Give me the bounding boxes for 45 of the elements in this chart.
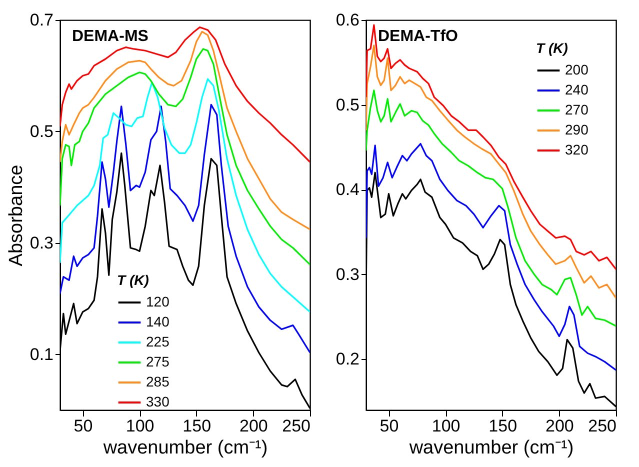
line-series	[60, 104, 310, 354]
x-tick-label: 200	[239, 416, 268, 436]
y-tick-label: 0.7	[30, 10, 54, 30]
y-tick-label: 0.5	[336, 95, 360, 114]
y-tick-label: 0.6	[336, 10, 360, 30]
legend-label: 225	[146, 334, 170, 350]
legend-label: 285	[146, 374, 170, 390]
x-tick-label: 150	[182, 416, 212, 436]
x-axis-title: wavenumber (cm⁻¹)	[408, 438, 574, 458]
legend-title: T (K)	[536, 40, 568, 56]
x-tick-label: 50	[74, 416, 93, 436]
line-series	[366, 44, 616, 299]
x-tick-label: 50	[380, 416, 399, 436]
line-series	[366, 24, 616, 270]
x-axis-title: wavenumber (cm⁻¹)	[102, 438, 268, 458]
legend-label: 320	[565, 142, 589, 158]
legend-label: 240	[565, 82, 589, 98]
x-tick-label: 200	[545, 416, 574, 436]
legend-label: 270	[565, 102, 589, 118]
legend-label: 120	[146, 294, 170, 310]
x-tick-label: 100	[126, 416, 154, 436]
y-tick-label: 0.3	[336, 264, 360, 284]
y-tick-label: 0.2	[336, 350, 360, 369]
line-series	[60, 30, 310, 230]
x-tick-label: 150	[488, 416, 518, 436]
y-tick-label: 0.4	[336, 180, 360, 200]
line-series	[60, 78, 310, 313]
y-tick-label: 0.5	[30, 122, 54, 141]
text: DEMA-MS	[72, 28, 149, 45]
y-tick-label: 0.1	[30, 344, 54, 364]
legend-label: 140	[146, 314, 170, 330]
legend-label: 275	[146, 354, 170, 370]
chart-title: DEMA-TfO	[378, 28, 458, 45]
x-tick-label: 250	[588, 416, 616, 436]
line-series	[60, 26, 310, 163]
line-series	[60, 48, 310, 266]
legend-label: 200	[565, 62, 589, 78]
line-series	[366, 142, 616, 371]
x-tick-label: 250	[282, 416, 310, 436]
legend-title: T (K)	[117, 272, 150, 288]
y-tick-label: 0.3	[30, 233, 54, 252]
legend-label: 290	[565, 122, 589, 138]
legend-label: 330	[146, 394, 170, 410]
x-tick-label: 100	[432, 416, 460, 436]
y-axis-title: Absorbance	[6, 164, 27, 266]
